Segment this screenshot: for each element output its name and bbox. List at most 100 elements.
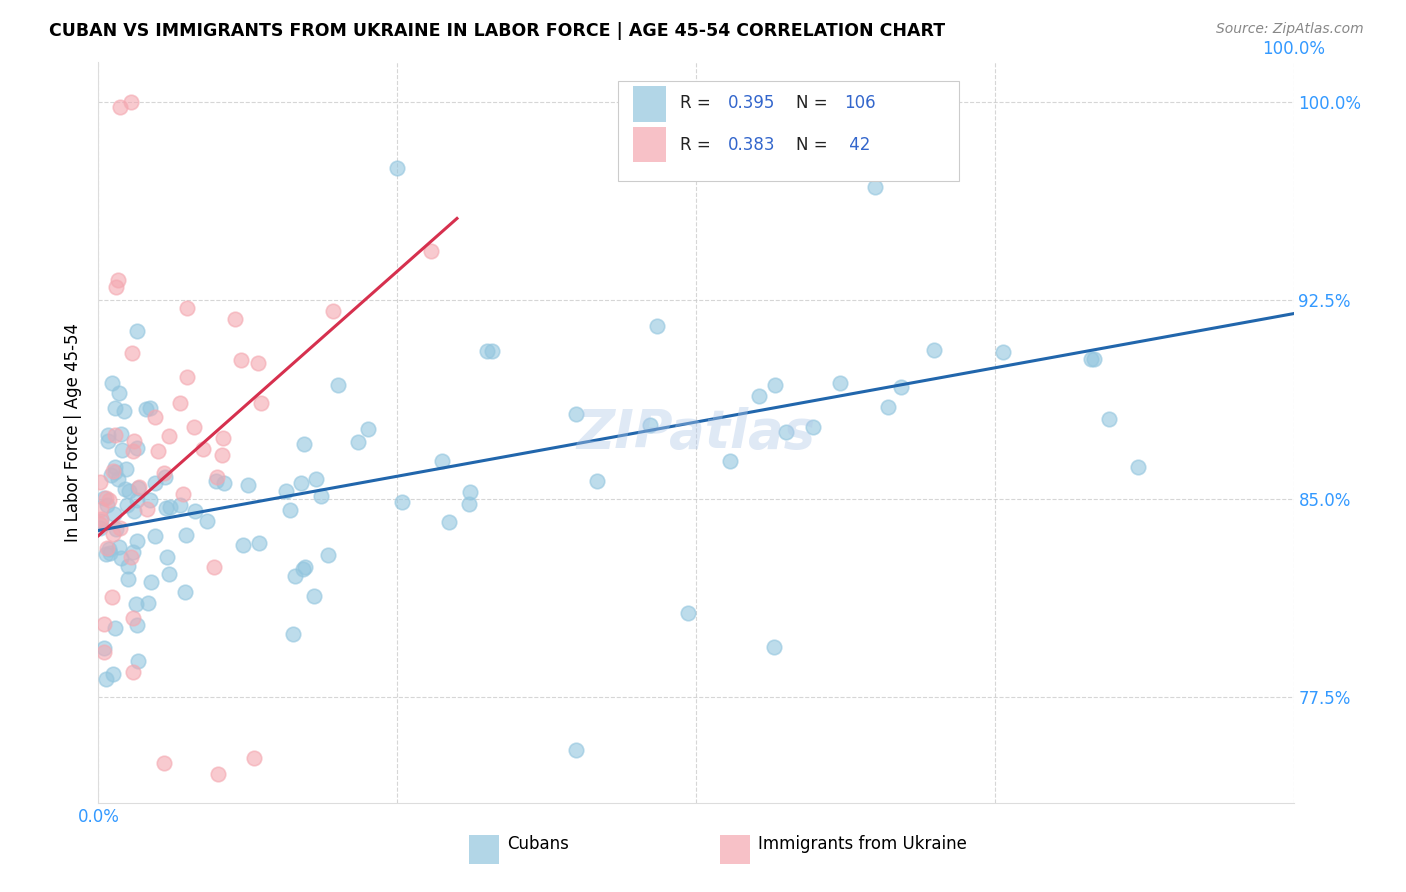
- Text: 106: 106: [844, 95, 876, 112]
- Point: [322, 304, 344, 318]
- Point: [143, 476, 166, 491]
- Point: [89, 516, 111, 531]
- Text: 0.383: 0.383: [728, 136, 776, 154]
- Point: [128, 480, 150, 494]
- Point: [157, 566, 180, 581]
- Point: [117, 573, 139, 587]
- Point: [125, 442, 148, 456]
- Point: [125, 597, 148, 611]
- Point: [169, 498, 191, 512]
- Point: [211, 448, 233, 462]
- Point: [290, 476, 312, 491]
- Point: [100, 468, 122, 483]
- Point: [122, 503, 145, 517]
- Text: Source: ZipAtlas.com: Source: ZipAtlas.com: [1216, 22, 1364, 37]
- Point: [89, 475, 111, 490]
- Point: [104, 622, 127, 636]
- Point: [90, 514, 112, 528]
- Bar: [633, 87, 666, 121]
- Point: [98, 546, 121, 560]
- Point: [283, 627, 305, 641]
- Point: [292, 437, 315, 451]
- Point: [430, 454, 453, 468]
- Point: [284, 569, 307, 583]
- Point: [458, 485, 481, 500]
- Point: [437, 515, 460, 529]
- Point: [104, 465, 127, 479]
- Point: [146, 444, 169, 458]
- Point: [775, 425, 797, 439]
- Point: [122, 434, 145, 448]
- Point: [138, 493, 160, 508]
- Point: [420, 244, 443, 259]
- Point: [122, 444, 145, 458]
- Point: [481, 344, 503, 359]
- Point: [357, 422, 380, 436]
- Point: [115, 498, 138, 512]
- Point: [169, 395, 191, 409]
- Point: [278, 503, 301, 517]
- Point: [346, 435, 368, 450]
- Point: [232, 538, 254, 552]
- Point: [89, 520, 111, 534]
- Point: [97, 492, 120, 507]
- Point: [302, 589, 325, 603]
- Point: [108, 386, 131, 401]
- Point: [991, 344, 1014, 359]
- Point: [139, 574, 162, 589]
- Point: [183, 420, 205, 434]
- Point: [153, 756, 176, 771]
- Point: [1083, 352, 1105, 367]
- Point: [207, 766, 229, 780]
- Point: [90, 512, 112, 526]
- Point: [103, 508, 125, 522]
- Point: [104, 460, 127, 475]
- Point: [108, 100, 131, 114]
- Point: [139, 401, 162, 416]
- Point: [763, 640, 786, 654]
- Point: [125, 492, 148, 507]
- Point: [304, 472, 326, 486]
- Point: [97, 434, 120, 449]
- Point: [645, 318, 668, 333]
- Point: [1080, 351, 1102, 366]
- Point: [174, 528, 197, 542]
- Point: [475, 344, 498, 359]
- Point: [184, 504, 207, 518]
- Point: [153, 470, 176, 484]
- Point: [865, 179, 887, 194]
- Point: [309, 489, 332, 503]
- Y-axis label: In Labor Force | Age 45-54: In Labor Force | Age 45-54: [65, 323, 83, 542]
- Point: [138, 596, 160, 610]
- Point: [828, 376, 851, 390]
- Point: [103, 667, 125, 681]
- Point: [114, 482, 136, 496]
- Point: [97, 428, 120, 442]
- Point: [924, 343, 946, 357]
- Point: [96, 541, 118, 556]
- Point: [111, 442, 134, 457]
- Text: N =: N =: [796, 95, 834, 112]
- Point: [94, 547, 117, 561]
- Point: [104, 427, 127, 442]
- Point: [125, 618, 148, 632]
- Point: [105, 280, 128, 294]
- Point: [890, 380, 912, 394]
- Point: [243, 751, 266, 765]
- Point: [718, 454, 741, 468]
- Point: [565, 743, 588, 757]
- Point: [877, 400, 900, 414]
- Point: [391, 494, 413, 508]
- Point: [120, 550, 142, 565]
- Point: [294, 559, 316, 574]
- Point: [90, 501, 112, 516]
- Point: [763, 378, 786, 392]
- Point: [117, 558, 139, 573]
- Point: [121, 611, 143, 625]
- Point: [159, 500, 181, 515]
- Point: [638, 417, 661, 432]
- Point: [104, 401, 127, 416]
- Point: [93, 641, 115, 656]
- Point: [93, 645, 115, 659]
- Point: [107, 272, 129, 286]
